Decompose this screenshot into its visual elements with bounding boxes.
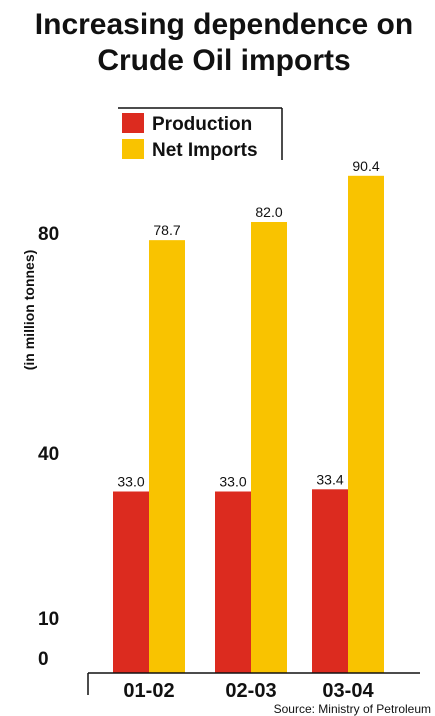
- data-labels: 33.0 78.7 33.0 82.0 33.4 90.4: [117, 158, 379, 490]
- y-axis-ticks: 0 10 40 80: [38, 224, 59, 670]
- bars: [113, 175, 384, 674]
- y-tick-label: 10: [38, 609, 59, 630]
- legend: Production Net Imports: [118, 107, 283, 161]
- source-note: Source: Ministry of Petroleum: [274, 702, 431, 716]
- data-label: 33.4: [316, 471, 343, 487]
- data-label: 33.0: [117, 474, 144, 490]
- data-label: 33.0: [219, 474, 246, 490]
- y-tick-label: 40: [38, 444, 59, 465]
- y-tick-label: 0: [38, 649, 49, 670]
- x-axis-tick-labels: 01-02 02-03 03-04: [123, 680, 374, 702]
- bar-production: [312, 489, 348, 673]
- data-label: 82.0: [255, 204, 282, 220]
- data-label: 90.4: [352, 158, 379, 174]
- bar-production: [215, 491, 251, 673]
- legend-swatch-production: [122, 113, 144, 133]
- chart-title-line-2: Crude Oil imports: [97, 44, 350, 77]
- bar-net-imports: [348, 175, 384, 674]
- chart-title-line-1: Increasing dependence on: [35, 8, 413, 41]
- data-label: 78.7: [153, 222, 180, 238]
- bar-net-imports: [149, 240, 185, 673]
- legend-border: [118, 107, 283, 160]
- legend-label-production: Production: [152, 114, 252, 135]
- bar-production: [113, 491, 149, 673]
- x-tick-label: 01-02: [123, 680, 174, 702]
- legend-label-net-imports: Net Imports: [152, 140, 258, 161]
- y-axis-label: (in million tonnes): [21, 250, 37, 371]
- bar-net-imports: [251, 222, 287, 673]
- legend-swatch-net-imports: [122, 139, 144, 159]
- x-tick-label: 02-03: [225, 680, 276, 702]
- x-tick-label: 03-04: [322, 680, 374, 702]
- y-tick-label: 80: [38, 224, 59, 245]
